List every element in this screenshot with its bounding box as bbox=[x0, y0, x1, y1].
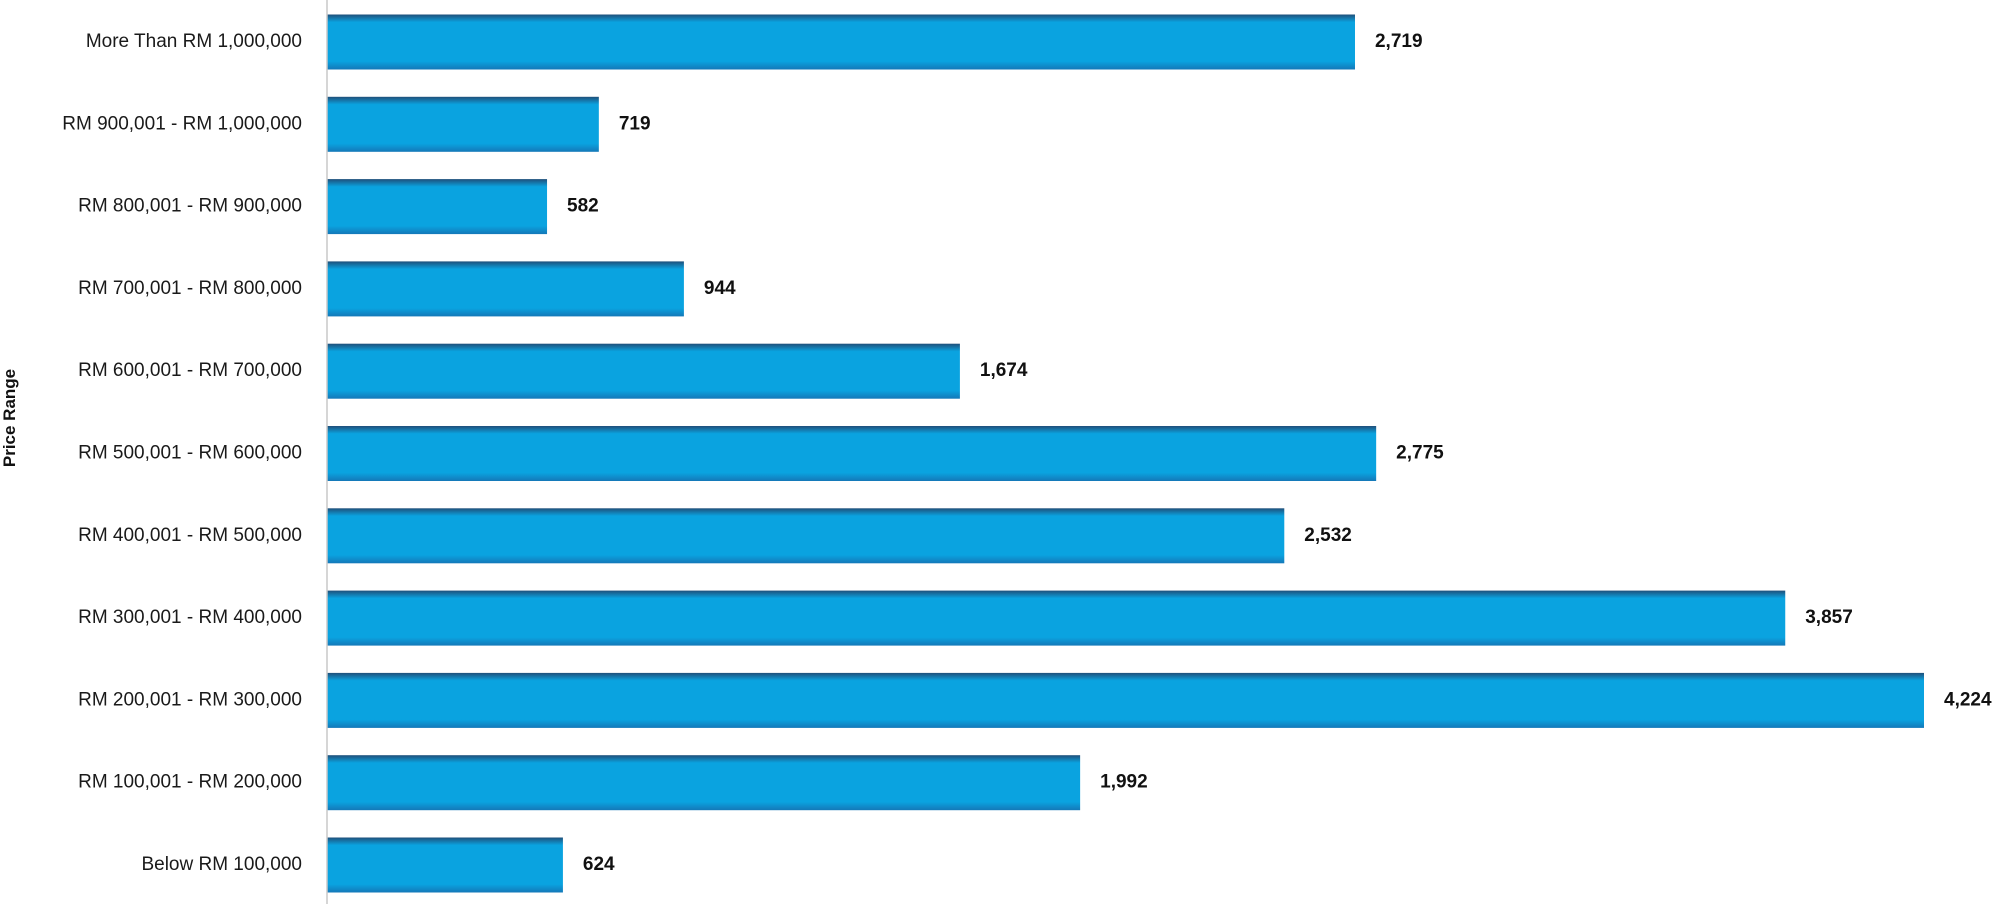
value-label-more-than-rm-1-000-000: 2,719 bbox=[1375, 31, 1423, 52]
bar-group-rm-300-001-rm-400-000: RM 300,001 - RM 400,000 3,857 bbox=[78, 590, 1853, 646]
bar-below-rm-100-000 bbox=[327, 837, 563, 893]
bar-group-rm-800-001-rm-900-000: RM 800,001 - RM 900,000 582 bbox=[78, 179, 599, 235]
bar-group-rm-500-001-rm-600-000: RM 500,001 - RM 600,000 2,775 bbox=[78, 426, 1444, 481]
bar-rm-300-001-rm-400-000 bbox=[327, 590, 1786, 646]
category-label-rm-300-001-rm-400-000: RM 300,001 - RM 400,000 bbox=[78, 607, 302, 628]
category-label-rm-400-001-rm-500-000: RM 400,001 - RM 500,000 bbox=[78, 525, 302, 546]
value-label-rm-800-001-rm-900-000: 582 bbox=[567, 196, 599, 217]
category-label-below-rm-100-000: Below RM 100,000 bbox=[141, 854, 302, 875]
bar-rm-900-001-rm-1-000-000 bbox=[327, 96, 599, 152]
bar-rm-700-001-rm-800-000 bbox=[327, 261, 684, 317]
bar-group-rm-700-001-rm-800-000: RM 700,001 - RM 800,000 944 bbox=[78, 261, 736, 317]
bar-group-rm-400-001-rm-500-000: RM 400,001 - RM 500,000 2,532 bbox=[78, 508, 1352, 564]
value-label-rm-400-001-rm-500-000: 2,532 bbox=[1304, 525, 1352, 546]
value-label-rm-500-001-rm-600-000: 2,775 bbox=[1396, 443, 1444, 464]
bar-rm-200-001-rm-300-000 bbox=[327, 672, 1924, 728]
value-label-rm-300-001-rm-400-000: 3,857 bbox=[1805, 607, 1853, 628]
bars-layer: More Than RM 1,000,000 2,719 RM 900,001 - … bbox=[62, 14, 1992, 893]
y-axis-title: Price Range bbox=[0, 369, 19, 467]
bar-rm-500-001-rm-600-000 bbox=[327, 426, 1377, 481]
bar-more-than-rm-1-000-000 bbox=[327, 14, 1355, 70]
bar-group-below-rm-100-000: Below RM 100,000 624 bbox=[141, 837, 615, 893]
bar-group-more-than-rm-1-000-000: More Than RM 1,000,000 2,719 bbox=[86, 14, 1423, 70]
bar-group-rm-100-001-rm-200-000: RM 100,001 - RM 200,000 1,992 bbox=[78, 755, 1148, 811]
category-label-rm-100-001-rm-200-000: RM 100,001 - RM 200,000 bbox=[78, 772, 302, 793]
category-label-more-than-rm-1-000-000: More Than RM 1,000,000 bbox=[86, 31, 302, 52]
category-label-rm-200-001-rm-300-000: RM 200,001 - RM 300,000 bbox=[78, 689, 302, 710]
value-label-rm-200-001-rm-300-000: 4,224 bbox=[1944, 689, 1992, 710]
category-label-rm-700-001-rm-800-000: RM 700,001 - RM 800,000 bbox=[78, 278, 302, 299]
bar-group-rm-900-001-rm-1-000-000: RM 900,001 - RM 1,000,000 719 bbox=[62, 96, 651, 152]
bar-rm-100-001-rm-200-000 bbox=[327, 755, 1081, 811]
bar-rm-600-001-rm-700-000 bbox=[327, 343, 960, 399]
category-label-rm-800-001-rm-900-000: RM 800,001 - RM 900,000 bbox=[78, 196, 302, 217]
bar-rm-400-001-rm-500-000 bbox=[327, 508, 1285, 564]
bar-group-rm-600-001-rm-700-000: RM 600,001 - RM 700,000 1,674 bbox=[78, 343, 1028, 399]
value-label-rm-600-001-rm-700-000: 1,674 bbox=[980, 360, 1028, 381]
value-label-rm-900-001-rm-1-000-000: 719 bbox=[619, 113, 651, 134]
category-label-rm-500-001-rm-600-000: RM 500,001 - RM 600,000 bbox=[78, 443, 302, 464]
bar-group-rm-200-001-rm-300-000: RM 200,001 - RM 300,000 4,224 bbox=[78, 672, 1992, 728]
value-label-rm-700-001-rm-800-000: 944 bbox=[704, 278, 736, 299]
category-label-rm-600-001-rm-700-000: RM 600,001 - RM 700,000 bbox=[78, 360, 302, 381]
bar-rm-800-001-rm-900-000 bbox=[327, 179, 548, 235]
category-label-rm-900-001-rm-1-000-000: RM 900,001 - RM 1,000,000 bbox=[62, 113, 302, 134]
value-label-below-rm-100-000: 624 bbox=[583, 854, 615, 875]
value-label-rm-100-001-rm-200-000: 1,992 bbox=[1100, 772, 1148, 793]
